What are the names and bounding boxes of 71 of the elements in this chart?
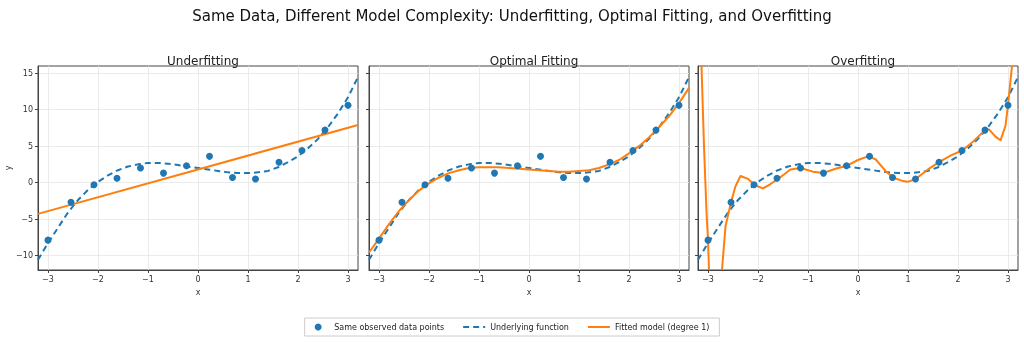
x-tick-label: 1 [576, 274, 582, 284]
x-tick-label: −3 [702, 274, 714, 284]
x-tick-label: 3 [345, 274, 351, 284]
chart-title: Underfitting [167, 54, 239, 68]
point [444, 174, 452, 182]
x-tick-label: −1 [142, 274, 154, 284]
x-tick-label: 1 [245, 274, 251, 284]
x-tick-label: −3 [42, 274, 54, 284]
point [773, 174, 781, 182]
point [1004, 101, 1012, 109]
x-tick-label: 1 [905, 274, 911, 284]
point [491, 169, 498, 177]
y-tick-label: 5 [27, 141, 33, 151]
y-tick-label: 10 [22, 105, 33, 115]
point [344, 101, 352, 109]
point [889, 173, 896, 181]
x-axis-title: x [195, 287, 201, 297]
x-tick-label: 0 [195, 274, 201, 284]
point [298, 147, 306, 155]
point [866, 152, 873, 160]
y-tick-label: −5 [21, 214, 33, 224]
x-tick-label: 0 [526, 274, 532, 284]
y-tick-label: 0 [27, 178, 33, 188]
point [468, 164, 475, 172]
point [67, 198, 75, 206]
point [675, 101, 683, 109]
point [514, 162, 521, 170]
point [90, 181, 98, 189]
x-tick-label: −2 [752, 274, 764, 284]
point [750, 181, 758, 189]
point [797, 164, 804, 172]
point [206, 152, 213, 160]
point [537, 152, 544, 160]
y-tick-label: 15 [22, 68, 33, 78]
x-tick-label: −1 [802, 274, 814, 284]
chart-title: Overfitting [830, 54, 896, 68]
point [958, 147, 966, 155]
point [560, 173, 567, 181]
point [629, 147, 637, 155]
point [912, 175, 919, 183]
x-tick-label: 0 [855, 274, 861, 284]
x-tick-label: 2 [295, 274, 301, 284]
x-tick-label: −1 [473, 274, 485, 284]
point [820, 169, 827, 177]
x-tick-label: 3 [676, 274, 682, 284]
point [160, 169, 167, 177]
chart-title: Optimal Fitting [489, 54, 579, 68]
x-tick-label: 2 [626, 274, 632, 284]
point [252, 175, 259, 183]
x-tick-label: 3 [1005, 274, 1011, 284]
point [113, 174, 121, 182]
legend-label: Fitted model (degree 1) [614, 322, 710, 332]
point [398, 198, 406, 206]
point [229, 173, 236, 181]
legend-label: Underlying function [490, 322, 569, 332]
y-tick-label: −10 [16, 250, 33, 260]
point [583, 175, 590, 183]
legend-label: Same observed data points [334, 322, 445, 332]
point [843, 162, 850, 170]
point [137, 164, 144, 172]
y-axis-title: y [3, 165, 13, 171]
point [421, 181, 429, 189]
x-tick-label: 2 [955, 274, 961, 284]
point [727, 198, 735, 206]
x-tick-label: −3 [373, 274, 385, 284]
x-axis-title: x [526, 287, 532, 297]
x-axis-title: x [855, 287, 861, 297]
text: Same Data, Different Model Complexity: Underfitting, Optimal Fitting, and Overfitting [192, 6, 832, 25]
x-tick-label: −2 [92, 274, 104, 284]
point [183, 162, 190, 170]
x-tick-label: −2 [423, 274, 435, 284]
